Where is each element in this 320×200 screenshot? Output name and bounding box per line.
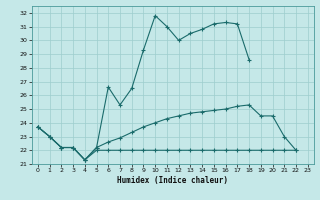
X-axis label: Humidex (Indice chaleur): Humidex (Indice chaleur) bbox=[117, 176, 228, 185]
